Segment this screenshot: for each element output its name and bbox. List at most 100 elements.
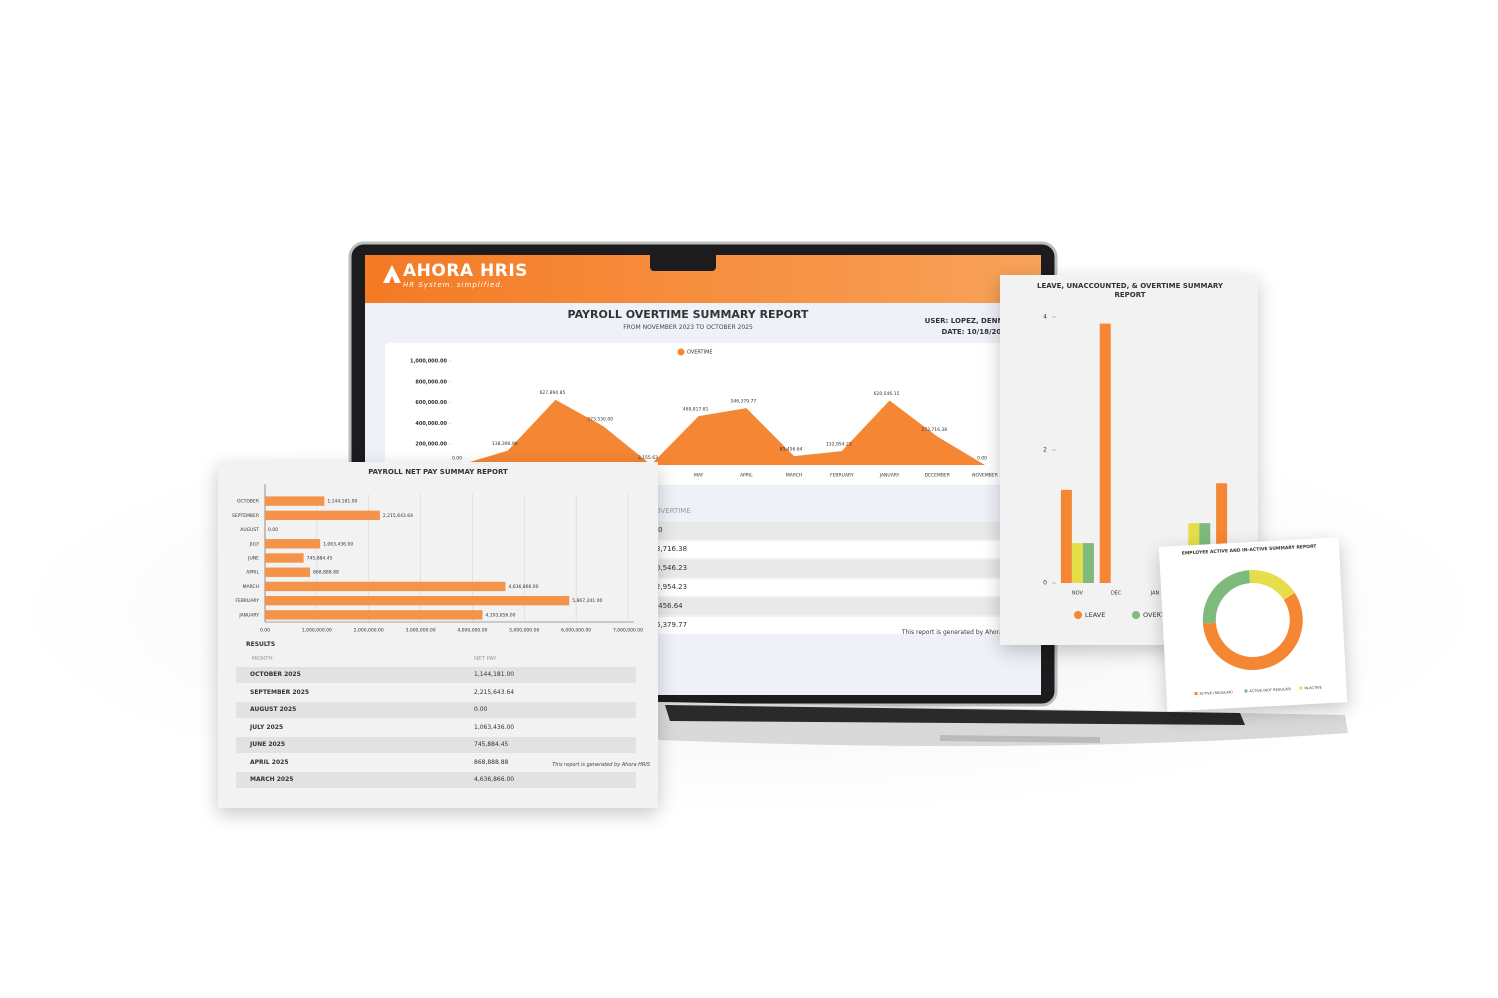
net-pay-footer: This report is generated by Ahora HRIS bbox=[552, 762, 650, 768]
y-tick-label: 2 bbox=[1043, 447, 1047, 454]
bar bbox=[265, 581, 506, 592]
x-tick-label: 5,000,000.00 bbox=[509, 628, 539, 634]
value-label: 745,884.45 bbox=[307, 556, 333, 562]
column-header: MONTH bbox=[252, 656, 273, 662]
table-cell: AUGUST 2025 bbox=[250, 706, 297, 713]
value-label: 469,817.81 bbox=[683, 407, 709, 413]
table-cell: 2,215,643.64 bbox=[474, 688, 515, 696]
x-tick-label: DECEMBER bbox=[925, 473, 950, 479]
table-row: MARCH 2025 4,636,866.00 bbox=[236, 772, 636, 788]
bar bbox=[265, 567, 311, 577]
legend-label: ACTIVE (REGULAR) bbox=[1199, 690, 1233, 696]
report-footer: This report is generated by Ahora HRIS bbox=[901, 629, 1019, 636]
value-label: 0.00 bbox=[977, 456, 987, 462]
chart-card: 200,000.00 400,000.00 600,000.00 800,000.00… bbox=[385, 343, 1005, 485]
net-pay-title: PAYROLL NET PAY SUMMAY REPORT bbox=[368, 468, 508, 476]
legend-label: IN-ACTIVE bbox=[1304, 685, 1322, 690]
bar bbox=[265, 610, 483, 620]
y-tick-label: MARCH bbox=[243, 584, 259, 590]
value-label: 273,716.38 bbox=[921, 427, 947, 433]
table-cell: 620,546.23 bbox=[647, 564, 688, 572]
y-tick-label: AUGUST bbox=[240, 527, 259, 533]
value-label: 5,867,241.00 bbox=[572, 598, 602, 604]
table-cell: 132,954.23 bbox=[647, 583, 688, 591]
x-tick-label: 3,000,000.00 bbox=[406, 628, 436, 634]
x-tick-label: JANUARY bbox=[879, 473, 900, 479]
table-cell: 85,456.64 bbox=[647, 602, 683, 610]
legend-label: LEAVE bbox=[1085, 611, 1105, 619]
legend-label: ACTIVE (NOT REGULAR) bbox=[1249, 687, 1292, 693]
legend-label: OVERTIME bbox=[687, 350, 713, 356]
y-tick-label: 200,000.00 bbox=[415, 442, 447, 448]
value-label: 1,063,436.00 bbox=[323, 541, 353, 547]
legend-label: OVERTIME bbox=[1143, 611, 1176, 619]
value-label: 138,390.96 bbox=[492, 441, 518, 447]
y-tick-label: FEBRUARY bbox=[235, 598, 259, 604]
bar bbox=[1071, 543, 1083, 583]
value-label: 0.00 bbox=[268, 527, 278, 533]
report-title: PAYROLL OVERTIME SUMMARY REPORT bbox=[567, 308, 809, 321]
x-tick-label: 4,000,000.00 bbox=[457, 628, 487, 634]
bar bbox=[265, 595, 570, 606]
table-cell: 745,884.45 bbox=[474, 741, 509, 748]
x-tick-label: 2,000,000.00 bbox=[354, 628, 384, 634]
table-cell: SEPTEMBER 2025 bbox=[250, 688, 310, 696]
brand-name: AHORA HRIS bbox=[403, 261, 528, 281]
value-label: 627,894.85 bbox=[540, 390, 566, 396]
table-cell: MARCH 2025 bbox=[250, 776, 294, 783]
x-tick-label: NOV bbox=[1072, 591, 1084, 597]
x-tick-label: MARCH bbox=[786, 473, 802, 479]
table-cell: 546,379.77 bbox=[647, 621, 688, 629]
bar bbox=[1082, 543, 1094, 583]
pie-slice bbox=[1202, 592, 1303, 670]
bar bbox=[265, 510, 380, 521]
y-tick-label: APRIL bbox=[246, 570, 259, 576]
value-label: 2,215,643.64 bbox=[383, 513, 413, 519]
value-label: 132,954.23 bbox=[826, 442, 852, 448]
brand-logo bbox=[383, 265, 401, 283]
x-tick-label: MAY bbox=[694, 473, 704, 479]
y-tick-label: 4 bbox=[1043, 314, 1047, 321]
value-label: 0.00 bbox=[452, 456, 462, 462]
pie-slice bbox=[1249, 570, 1295, 600]
table-cell: 4,636,866.00 bbox=[474, 776, 515, 783]
notch bbox=[650, 255, 716, 271]
y-tick-label: OCTOBER bbox=[237, 499, 259, 505]
table-cell: 0.00 bbox=[474, 706, 488, 713]
table-cell: OCTOBER 2025 bbox=[250, 671, 301, 678]
x-tick-label: JAN bbox=[1150, 591, 1160, 597]
x-tick-label: DEC bbox=[1111, 591, 1122, 597]
y-tick-label: SEPTEMBER bbox=[232, 513, 259, 519]
y-tick-label: JUNE bbox=[247, 556, 259, 562]
bar bbox=[265, 539, 321, 549]
area bbox=[460, 399, 985, 465]
table-cell: APRIL 2025 bbox=[250, 758, 289, 766]
y-tick-label: 0 bbox=[1043, 580, 1047, 587]
leave-title: LEAVE, UNACCOUNTED, & OVERTIME SUMMARY R… bbox=[1037, 282, 1223, 299]
pie-slice bbox=[1202, 570, 1251, 624]
bar bbox=[1099, 323, 1111, 583]
legend-marker bbox=[677, 348, 685, 356]
y-tick-label: JULY bbox=[249, 541, 260, 547]
value-label: 4,193,856.00 bbox=[485, 612, 515, 618]
net-pay-chart: 0.00 1,000,000.00 2,000,000.00 3,000,000.00… bbox=[232, 484, 643, 634]
value-label: 620,546.15 bbox=[874, 391, 900, 397]
keyboard bbox=[665, 705, 1245, 725]
legend-marker bbox=[1132, 611, 1140, 619]
y-tick-label: 400,000.00 bbox=[415, 421, 447, 427]
value-label: 85,456.64 bbox=[780, 447, 803, 453]
legend-marker bbox=[1194, 691, 1198, 696]
donut-chart: ACTIVE (REGULAR) ACTIVE (NOT REGULAR) IN-A… bbox=[1194, 570, 1322, 696]
bar bbox=[265, 496, 325, 506]
net-pay-panel: PAYROLL NET PAY SUMMAY REPORT 0.00 1,000,… bbox=[218, 462, 658, 808]
report-subtitle: FROM NOVEMBER 2023 TO OCTOBER 2025 bbox=[623, 324, 753, 331]
table-row: JULY 2025 1,063,436.00 bbox=[236, 719, 636, 736]
table-cell: 1,144,181.00 bbox=[474, 671, 515, 678]
report-user: USER: LOPEZ, DENNIS bbox=[924, 317, 1011, 325]
table-row: APRIL 2025 868,888.88 bbox=[236, 754, 636, 771]
x-tick-label: FEBRUARY bbox=[830, 473, 854, 479]
value-label: 4,636,866.00 bbox=[508, 584, 538, 590]
y-tick-label: 600,000.00 bbox=[415, 400, 447, 406]
column-header: NET PAY bbox=[474, 656, 497, 662]
